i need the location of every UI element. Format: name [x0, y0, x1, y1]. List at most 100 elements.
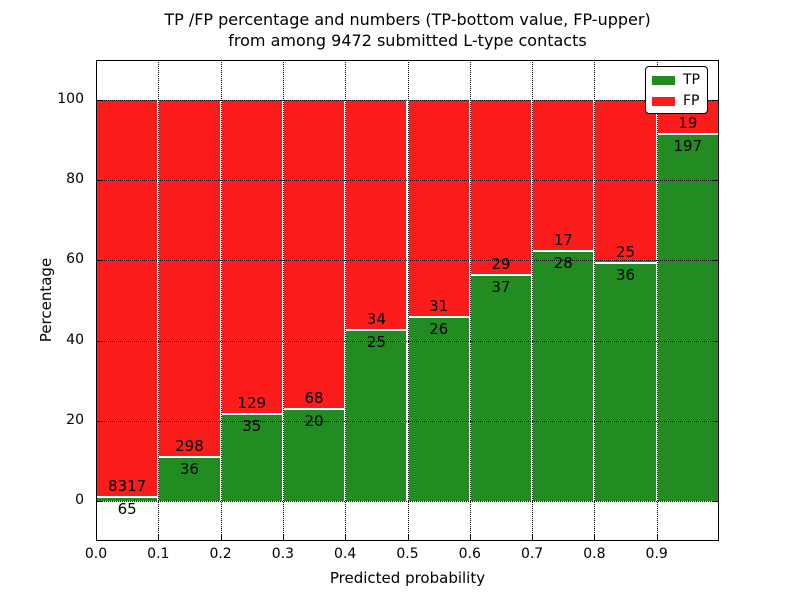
gridline-vertical: [158, 60, 160, 541]
plot-area: 8317 65 298 36 129 35 68 20 34 25 31 26 29 37 17 28 25 36…: [96, 60, 719, 541]
fp-count-label: 19: [678, 114, 698, 133]
gridline-vertical: [532, 60, 534, 541]
legend-label: TP: [683, 72, 700, 88]
chart-title: TP /FP percentage and numbers (TP-bottom…: [96, 9, 719, 51]
x-tick-label: 0.1: [147, 546, 170, 562]
x-tick-mark: [407, 535, 409, 541]
gridline-vertical: [407, 60, 409, 541]
gridline-vertical: [594, 60, 596, 541]
bar-segment-tp: [346, 331, 407, 501]
bar-segment-fp: [346, 100, 407, 332]
x-axis-label: Predicted probability: [329, 569, 486, 587]
tp-count-label: 65: [117, 499, 137, 518]
y-tick-mark-right: [713, 420, 719, 422]
fp-count-label: 68: [304, 388, 324, 407]
y-tick-mark: [96, 500, 102, 502]
tp-count-label: 26: [429, 320, 449, 339]
y-tick-mark-right: [713, 100, 719, 102]
x-tick-label: 0.0: [84, 546, 108, 562]
x-tick-mark: [656, 535, 658, 541]
x-tick-label: 0.3: [271, 546, 295, 562]
x-tick-mark: [594, 535, 596, 541]
bar-segment-fp: [221, 100, 282, 416]
tp-count-label: 197: [673, 137, 703, 156]
tp-count-label: 25: [366, 333, 386, 352]
bar-segment-tp: [470, 276, 532, 501]
y-tick-mark: [96, 420, 102, 422]
fp-count-label: 298: [175, 436, 204, 455]
x-tick-mark: [469, 535, 471, 541]
bar-segment-tp: [159, 457, 220, 501]
gridline-vertical: [220, 60, 222, 541]
bar-segment-tp: [221, 415, 282, 501]
fp-count-label: 8317: [108, 476, 147, 495]
x-tick-label: 0.8: [583, 546, 606, 562]
bar-segment-fp: [97, 100, 158, 498]
gridline-vertical: [656, 60, 658, 541]
bar-segment-fp: [283, 100, 345, 410]
legend-item-tp: TP: [652, 72, 700, 88]
tp-count-label: 36: [615, 266, 636, 285]
x-tick-label: 0.6: [458, 546, 481, 562]
x-tick-label: 0.5: [396, 546, 419, 562]
y-tick-label: 20: [66, 411, 84, 428]
bar-segment-fp: [159, 100, 220, 458]
bar-segment-tp: [97, 497, 158, 501]
tp-count-label: 35: [242, 417, 262, 436]
y-tick-mark-right: [713, 260, 719, 262]
bar-segment-tp: [595, 264, 656, 501]
fp-count-label: 129: [237, 394, 267, 413]
y-tick-label: 60: [66, 251, 84, 268]
bar-segment-tp: [283, 409, 345, 501]
tp-count-label: 20: [304, 411, 324, 430]
tp-count-label: 36: [179, 459, 199, 478]
bar-segment-fp: [533, 100, 594, 252]
bar-segment-tp: [657, 135, 718, 501]
fp-count-label: 29: [491, 255, 511, 274]
x-tick-mark: [345, 535, 347, 541]
y-tick-mark: [96, 260, 102, 262]
bar-segment-tp: [408, 318, 469, 501]
gridline-vertical: [345, 60, 347, 541]
y-tick-label: 80: [66, 171, 84, 188]
chart-title-line2: from among 9472 submitted L-type contact…: [228, 31, 587, 50]
y-tick-label: 100: [57, 91, 84, 108]
x-tick-mark: [158, 535, 160, 541]
x-tick-label: 0.7: [520, 546, 544, 562]
x-tick-mark: [282, 535, 284, 541]
legend: TP FP: [645, 66, 708, 114]
gridline-vertical: [282, 60, 284, 541]
legend-label: FP: [683, 93, 700, 109]
legend-swatch-fp: [652, 96, 675, 106]
y-tick-mark-right: [713, 340, 719, 342]
y-tick-mark-right: [713, 500, 719, 502]
bar-segment-fp: [595, 100, 656, 265]
tp-count-label: 37: [491, 278, 511, 297]
chart-title-line1: TP /FP percentage and numbers (TP-bottom…: [164, 10, 651, 29]
legend-item-fp: FP: [652, 93, 700, 109]
y-axis-label: Percentage: [37, 257, 55, 343]
x-tick-mark: [532, 535, 534, 541]
y-tick-mark: [96, 180, 102, 182]
x-tick-label: 0.4: [334, 546, 357, 562]
bar-segment-fp: [408, 100, 469, 319]
x-tick-mark: [96, 535, 97, 541]
y-tick-label: 40: [66, 331, 84, 348]
x-tick-label: 0.2: [209, 546, 232, 562]
fp-count-label: 25: [615, 243, 636, 262]
y-tick-mark: [96, 340, 102, 342]
fp-count-label: 31: [429, 297, 449, 316]
fp-count-label: 34: [366, 310, 386, 329]
bar-segment-tp: [533, 251, 594, 501]
bar-segment-fp: [470, 100, 532, 277]
y-tick-label: 0: [75, 491, 84, 508]
tp-count-label: 28: [553, 253, 573, 272]
x-tick-label: 0.9: [645, 546, 668, 562]
y-tick-mark-right: [713, 180, 719, 182]
y-tick-mark: [96, 100, 102, 102]
fp-count-label: 17: [553, 230, 573, 249]
gridline-vertical: [469, 60, 471, 541]
x-tick-mark: [220, 535, 222, 541]
legend-swatch-tp: [652, 75, 675, 85]
